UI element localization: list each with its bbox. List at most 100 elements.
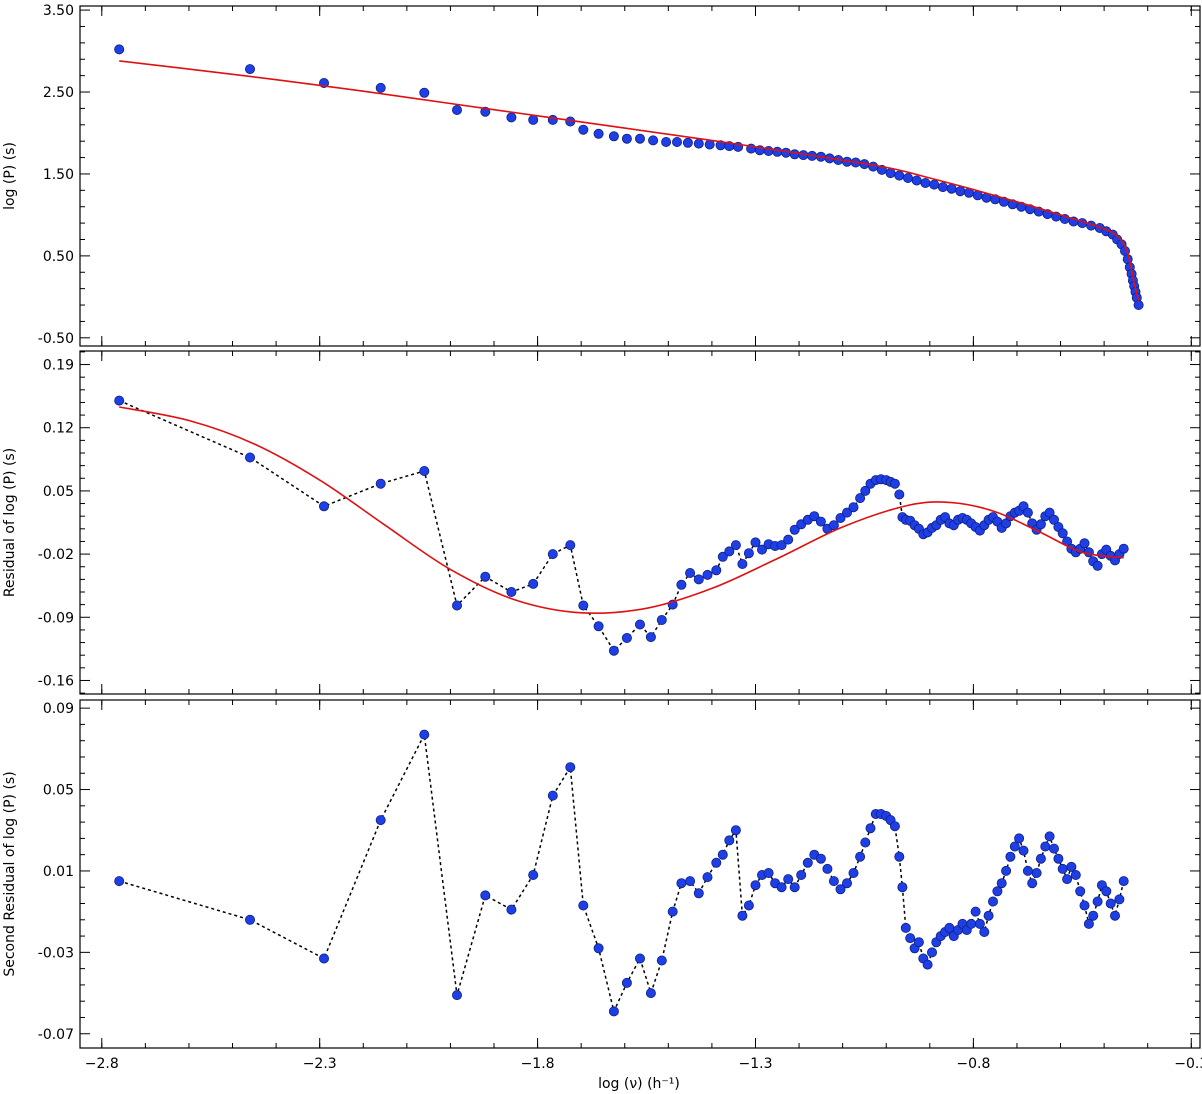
data-point: [889, 478, 900, 489]
data-point: [451, 990, 462, 1001]
data-point: [1083, 918, 1094, 929]
data-point: [822, 863, 833, 874]
data-point: [621, 977, 632, 988]
data-point: [656, 615, 667, 626]
data-point: [593, 128, 604, 139]
data-point: [750, 880, 761, 891]
data-point: [1009, 841, 1020, 852]
data-point: [796, 870, 807, 881]
y-axis-title: Residual of log (P) (s): [2, 448, 18, 597]
y-tick-label: -0.02: [38, 547, 74, 563]
data-point: [1083, 547, 1094, 558]
data-point: [480, 890, 491, 901]
data-point: [635, 133, 646, 144]
data-point: [1133, 299, 1144, 310]
data-point: [506, 587, 517, 598]
data-point: [815, 853, 826, 864]
fit-curve: [119, 60, 1140, 302]
data-point: [743, 900, 754, 911]
data-point: [528, 870, 539, 881]
data-point: [1044, 831, 1055, 842]
data-point: [1018, 845, 1029, 856]
y-axis-title: Second Residual of log (P) (s): [2, 771, 18, 976]
data-point: [783, 534, 794, 545]
data-point: [1044, 507, 1055, 518]
data-point: [860, 485, 871, 496]
data-point: [911, 175, 922, 186]
data-point: [244, 64, 255, 75]
data-point: [955, 186, 966, 197]
data-point: [1049, 843, 1060, 854]
data-point: [375, 82, 386, 93]
data-point: [506, 112, 517, 123]
data-point: [1005, 851, 1016, 862]
data-point: [815, 516, 826, 527]
data-point: [578, 600, 589, 611]
data-point: [1105, 898, 1116, 909]
data-point: [828, 520, 839, 531]
y-tick-label: -0.07: [38, 1027, 74, 1043]
data-point: [244, 914, 255, 925]
data-point: [451, 105, 462, 116]
data-point: [635, 953, 646, 964]
data-point: [702, 569, 713, 580]
data-point: [828, 876, 839, 887]
data-point: [1057, 863, 1068, 874]
data-point: [737, 559, 748, 570]
plot-frame: [79, 699, 1201, 1049]
data-point: [730, 825, 741, 836]
y-tick-label: 0.05: [43, 783, 74, 799]
data-point: [848, 502, 859, 513]
data-point: [593, 943, 604, 954]
data-point: [318, 501, 329, 512]
data-point: [693, 888, 704, 899]
data-point: [1110, 910, 1121, 921]
data-point: [1066, 861, 1077, 872]
y-tick-label: -0.09: [38, 610, 74, 626]
panel-top: -0.50 0.50 1.50 2.50 3.50 log (P) (s): [2, 3, 1201, 347]
data-point: [750, 537, 761, 548]
data-point: [1022, 865, 1033, 876]
data-point: [922, 959, 933, 970]
data-point: [578, 124, 589, 135]
data-point: [451, 600, 462, 611]
data-point: [776, 882, 787, 893]
data-point: [547, 790, 558, 801]
panel-middle: -0.16 -0.09 -0.02 0.05 0.12 0.19 Residual of l…: [2, 350, 1201, 695]
data-point: [717, 849, 728, 860]
data-point: [693, 574, 704, 585]
connector-line: [118, 732, 1125, 1014]
data-point: [776, 540, 787, 551]
data-point: [724, 546, 735, 557]
data-point: [783, 874, 794, 885]
x-tick-label: −1.8: [521, 1056, 555, 1072]
data-point: [900, 922, 911, 933]
data-point: [1075, 886, 1086, 897]
data-point: [1027, 878, 1038, 889]
data-point: [711, 565, 722, 576]
data-point: [676, 878, 687, 889]
data-point: [608, 131, 619, 142]
data-point: [656, 955, 667, 966]
data-point: [528, 114, 539, 125]
data-point: [848, 868, 859, 879]
data-point: [645, 632, 656, 643]
data-point: [645, 988, 656, 999]
y-axis-title: log (P) (s): [2, 142, 18, 210]
data-point: [717, 551, 728, 562]
data-point: [1014, 833, 1025, 844]
data-point: [528, 578, 539, 589]
data-point: [996, 878, 1007, 889]
data-point: [565, 540, 576, 551]
data-point: [966, 918, 977, 929]
data-point: [835, 884, 846, 895]
data-point: [970, 906, 981, 917]
data-point: [1053, 853, 1064, 864]
data-point: [1092, 560, 1103, 571]
plot-frame: [79, 5, 1201, 347]
y-tick-label: 0.19: [43, 358, 74, 374]
x-tick-label: −2.3: [303, 1056, 337, 1072]
data-point: [621, 633, 632, 644]
data-point: [842, 878, 853, 889]
x-tick-label: −0.3: [1174, 1056, 1202, 1072]
